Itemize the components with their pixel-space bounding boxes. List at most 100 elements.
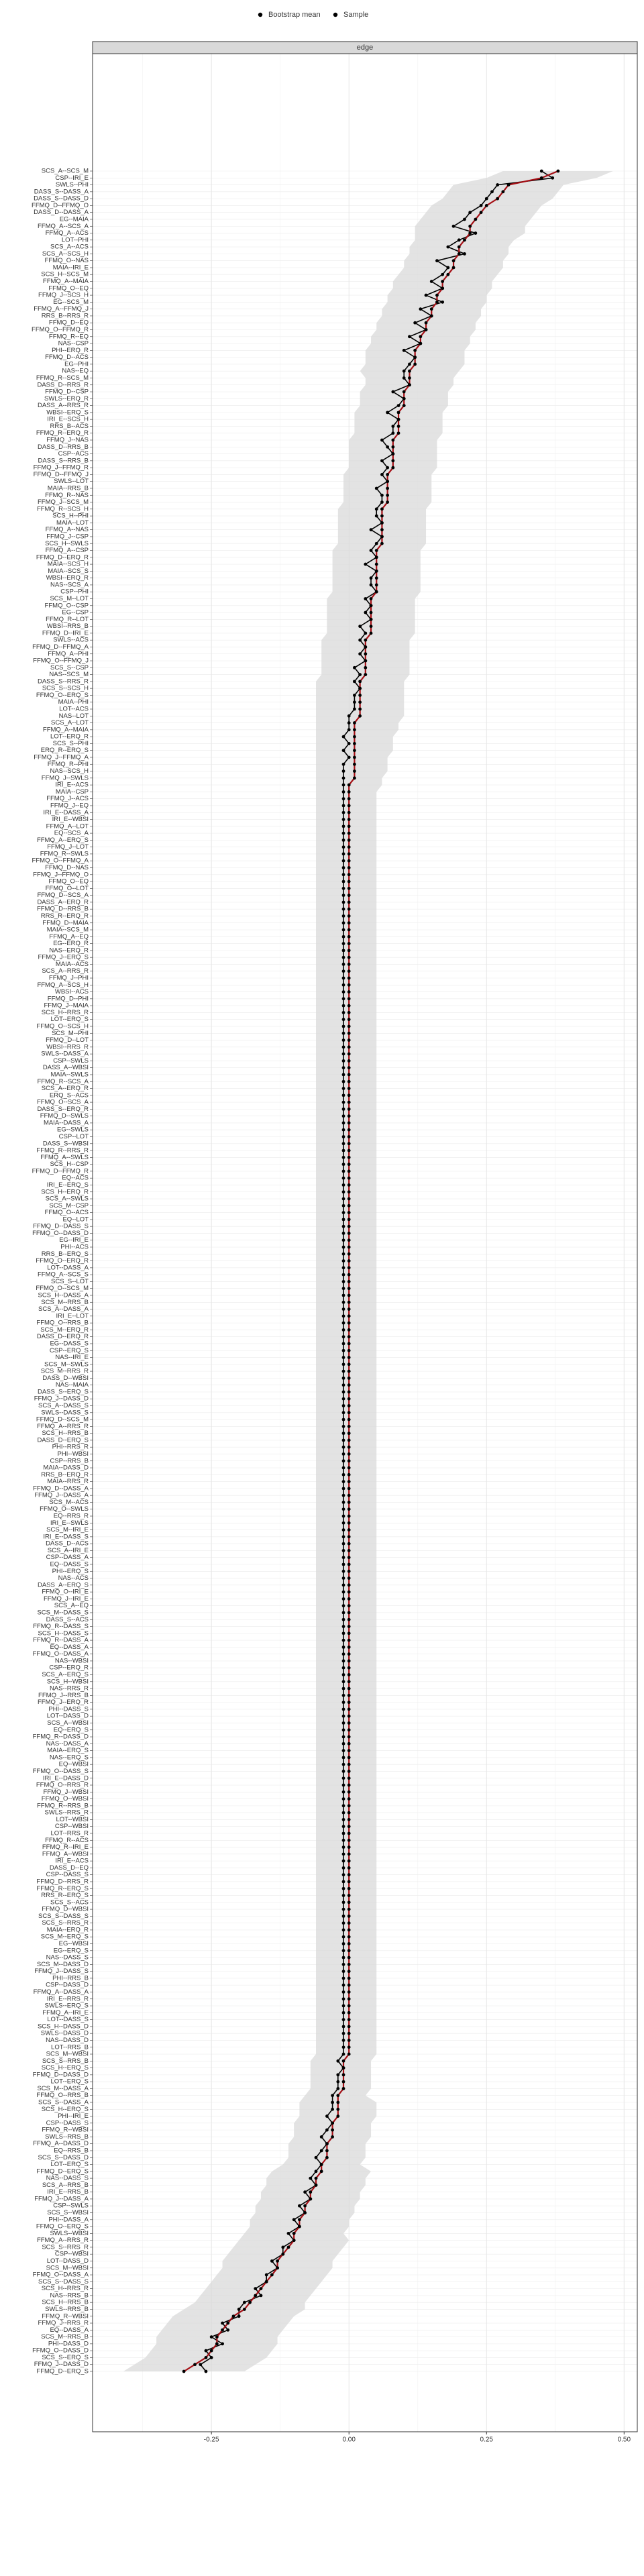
series-point — [347, 755, 351, 759]
y-tick-label: NAS--LOT — [59, 712, 89, 720]
y-tick-label: SCS_M--ERQ_R — [40, 1326, 89, 1334]
series-point — [341, 1417, 345, 1421]
series-point — [341, 1935, 345, 1939]
y-tick-label: EG--ERQ_S — [54, 1947, 89, 1954]
series-point — [341, 1542, 345, 1546]
series-point — [341, 1556, 345, 1560]
series-point — [341, 749, 345, 753]
series-point — [336, 2114, 340, 2118]
y-tick-label: CSP--DASS_S — [46, 2119, 89, 2127]
y-tick-label: FFMQ_D--WBSI — [42, 1906, 89, 1913]
series-point — [341, 1907, 345, 1911]
series-point — [374, 541, 378, 545]
series-point — [221, 2342, 224, 2346]
series-point — [380, 514, 384, 518]
y-tick-label: EG--SWLS — [57, 1126, 89, 1134]
series-point — [374, 583, 378, 587]
series-point — [347, 1328, 351, 1332]
series-point — [347, 1100, 351, 1104]
series-point — [347, 1203, 351, 1208]
series-point — [347, 1597, 351, 1601]
y-tick-label: FFMQ_O--RRS_R — [36, 1782, 89, 1789]
y-tick-label: SCS_A--EQ — [54, 1602, 89, 1609]
series-point — [347, 1031, 351, 1035]
series-point — [402, 369, 406, 373]
series-point — [341, 1045, 345, 1049]
series-point — [347, 1273, 351, 1277]
series-point — [347, 1611, 351, 1615]
y-tick-label: IRI_E--ACS — [55, 782, 89, 789]
series-point — [386, 486, 390, 490]
y-tick-label: FFMQ_A--RRS_R — [37, 1423, 89, 1430]
legend-label: Sample — [343, 11, 368, 19]
series-point — [276, 2259, 279, 2263]
y-tick-label: FFMQ_R--WBSI — [42, 2127, 89, 2134]
series-point — [347, 1038, 351, 1042]
y-tick-label: MAIA--SCS_S — [48, 568, 89, 575]
y-tick-label: LOT--DASS_S — [47, 2016, 89, 2023]
series-point — [347, 1604, 351, 1608]
series-point — [364, 631, 368, 635]
y-tick-label: SCS_A--WBSI — [47, 1719, 89, 1727]
y-tick-label: SWLS--ACS — [53, 637, 89, 644]
series-point — [341, 1038, 345, 1042]
y-tick-label: FFMQ_R--SWLS — [40, 850, 89, 857]
series-point — [364, 597, 368, 600]
y-tick-label: SCS_A--DASS_S — [38, 1402, 89, 1409]
series-point — [347, 1790, 351, 1794]
series-point — [341, 1914, 345, 1918]
series-point — [347, 742, 351, 745]
y-tick-label: SCS_H--ERQ_S — [42, 2064, 89, 2072]
series-point — [347, 997, 351, 1001]
y-tick-label: FFMQ_D--SWLS — [40, 1112, 89, 1120]
y-tick-label: FFMQ_O--ERQ_S — [36, 692, 89, 699]
series-point — [341, 776, 345, 780]
series-point — [347, 810, 351, 814]
series-point — [193, 2363, 197, 2367]
y-tick-label: MAIA--CSP — [56, 788, 89, 796]
y-tick-label: MAIA--DASS_A — [44, 1119, 89, 1126]
series-point — [347, 1487, 351, 1491]
y-tick-label: FFMQ_A--EQ — [49, 933, 89, 941]
series-point — [446, 245, 450, 249]
series-point — [347, 1501, 351, 1504]
series-point — [341, 1638, 345, 1642]
series-point — [325, 2128, 329, 2132]
series-point — [347, 1507, 351, 1511]
x-tick-label: 0.50 — [618, 2436, 631, 2444]
y-tick-label: FFMQ_O--ACS — [45, 1209, 89, 1216]
series-point — [341, 1866, 345, 1870]
y-tick-label: DASS_D--DASS_A — [34, 209, 89, 216]
series-point — [353, 762, 356, 766]
y-tick-label: FFMQ_R--ACS — [45, 1837, 89, 1844]
y-tick-label: EQ--RRS_B — [54, 2147, 89, 2154]
series-point — [341, 1452, 345, 1456]
series-point — [347, 824, 351, 828]
series-point — [347, 1907, 351, 1911]
series-point — [341, 1501, 345, 1504]
series-point — [347, 1445, 351, 1449]
series-point — [341, 1203, 345, 1208]
series-point — [341, 1507, 345, 1511]
y-tick-label: WBSI--ERQ_S — [46, 409, 89, 416]
y-tick-label: FFMQ_J--IRI_E — [44, 1595, 89, 1603]
series-point — [270, 2259, 274, 2263]
series-point — [347, 1018, 351, 1022]
y-tick-label: DASS_S--DASS_D — [34, 195, 89, 203]
y-tick-label: ERQ_S--ACS — [50, 1091, 89, 1099]
series-point — [259, 2287, 263, 2291]
series-point — [435, 259, 439, 263]
series-point — [270, 2273, 274, 2277]
series-point — [347, 1397, 351, 1401]
y-tick-label: FFMQ_A--DASS_A — [34, 1988, 89, 1996]
series-point — [468, 224, 472, 228]
series-point — [341, 1280, 345, 1283]
y-tick-label: FFMQ_R--NAS — [45, 492, 89, 499]
series-point — [336, 2107, 340, 2111]
y-tick-label: SCS_H--WBSI — [47, 1678, 89, 1685]
series-point — [331, 2107, 335, 2111]
series-point — [347, 1528, 351, 1532]
y-tick-label: FFMQ_R--SCS_A — [37, 1078, 89, 1085]
series-point — [341, 1666, 345, 1670]
series-point — [369, 549, 373, 552]
